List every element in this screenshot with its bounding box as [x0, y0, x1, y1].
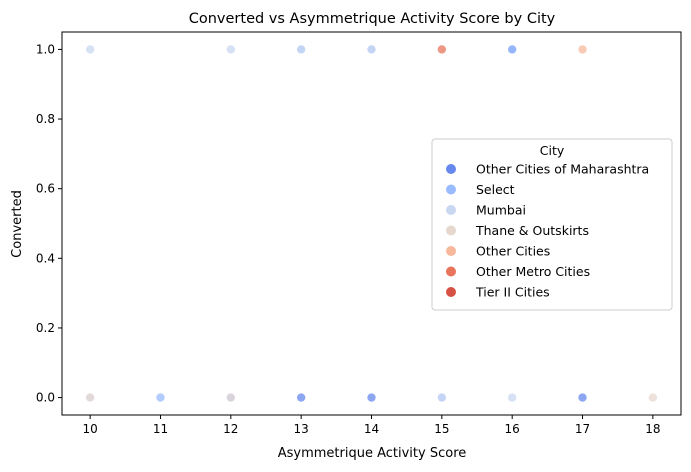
x-tick-label: 18: [645, 422, 660, 436]
y-tick-label: 0.8: [36, 112, 55, 126]
legend-title: City: [540, 143, 565, 158]
y-axis-ticks: 0.0 0.2 0.4 0.6 0.8 1.0: [36, 42, 62, 405]
x-tick-label: 14: [364, 422, 379, 436]
x-tick-label: 15: [434, 422, 449, 436]
data-point: [366, 392, 377, 403]
legend-marker: [446, 246, 456, 256]
y-tick-label: 0.0: [36, 391, 55, 405]
legend-marker: [446, 184, 456, 195]
legend-label: Other Cities of Maharashtra: [476, 162, 649, 177]
x-tick-label: 12: [223, 422, 238, 436]
y-tick-label: 0.2: [36, 321, 55, 335]
data-point: [226, 44, 236, 55]
chart-title: Converted vs Asymmetrique Activity Score…: [189, 11, 556, 27]
legend-label: Other Metro Cities: [476, 264, 590, 279]
x-axis-ticks: 10 11 12 13 14 15 16 17 18: [82, 415, 661, 436]
data-point: [155, 392, 166, 403]
points-layer: [85, 44, 658, 403]
legend-frame: [431, 138, 673, 311]
x-tick-label: 17: [575, 422, 590, 436]
y-axis-label: Converted: [10, 190, 25, 258]
data-point: [85, 392, 95, 403]
data-point: [226, 392, 236, 403]
legend-label: Mumbai: [476, 203, 526, 218]
data-point: [577, 392, 588, 403]
legend-label: Select: [476, 182, 515, 197]
data-point: [85, 44, 95, 55]
x-tick-label: 13: [294, 422, 309, 436]
data-point: [296, 392, 306, 403]
data-point: [437, 44, 447, 55]
data-point: [648, 392, 658, 403]
legend-marker: [446, 266, 456, 277]
x-tick-label: 10: [82, 422, 97, 436]
x-tick-label: 11: [153, 422, 168, 436]
legend-marker: [446, 225, 456, 236]
y-tick-label: 0.4: [36, 251, 55, 265]
data-point: [437, 392, 447, 403]
legend-label: Thane & Outskirts: [475, 223, 589, 238]
data-point: [366, 44, 377, 55]
legend-items: Other Cities of Maharashtra Select Mumbai T…: [446, 162, 649, 300]
data-point: [507, 392, 517, 403]
legend-marker: [446, 164, 456, 174]
x-axis-label: Asymmetrique Activity Score: [278, 446, 467, 461]
x-tick-label: 16: [505, 422, 520, 436]
y-tick-label: 1.0: [36, 42, 55, 56]
legend-marker: [446, 205, 456, 215]
legend-marker: [446, 287, 456, 297]
data-point: [577, 44, 588, 55]
legend-label: Other Cities: [476, 244, 550, 259]
legend-label: Tier II Cities: [475, 285, 550, 300]
y-tick-label: 0.6: [36, 182, 55, 196]
data-point: [296, 44, 306, 55]
data-point: [507, 44, 517, 55]
legend: City Other Cities of Maharashtra Select Mu…: [431, 138, 673, 311]
